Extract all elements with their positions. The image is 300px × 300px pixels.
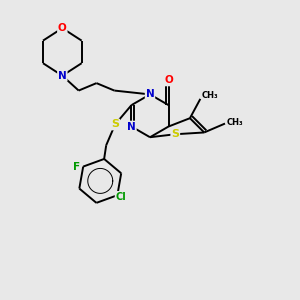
Text: O: O: [164, 76, 173, 85]
Text: F: F: [73, 162, 80, 172]
Text: CH₃: CH₃: [226, 118, 243, 127]
Text: N: N: [146, 89, 154, 99]
Text: N: N: [58, 71, 67, 81]
Text: S: S: [171, 129, 179, 139]
Text: N: N: [127, 122, 136, 131]
Text: O: O: [58, 23, 67, 33]
Text: S: S: [111, 119, 119, 129]
Text: Cl: Cl: [116, 192, 126, 202]
Text: CH₃: CH₃: [202, 91, 218, 100]
